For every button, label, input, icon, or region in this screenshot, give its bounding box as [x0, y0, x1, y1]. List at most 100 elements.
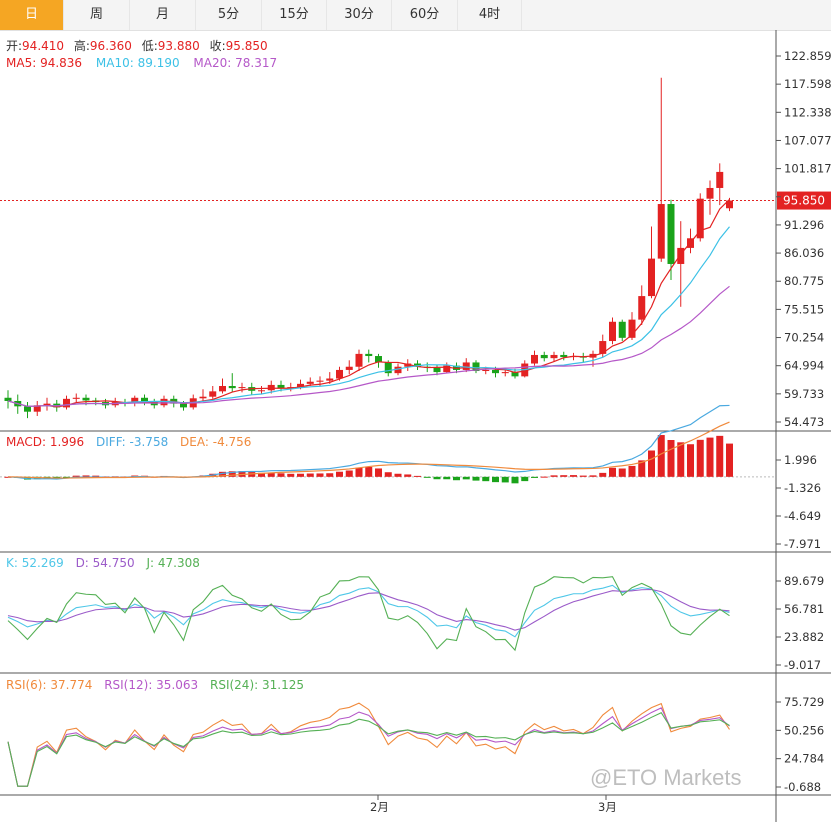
price-axis-label: 101.817 [784, 162, 831, 176]
macd-bar [726, 443, 733, 477]
candle-body [648, 258, 655, 297]
macd-bar [579, 475, 587, 477]
candle-body [316, 380, 324, 382]
macd-bar [394, 473, 402, 477]
macd-bar [365, 466, 373, 477]
candle-body [24, 406, 31, 412]
candle-body [287, 387, 295, 389]
candle-body [443, 365, 451, 373]
candle-body [667, 204, 675, 264]
price-axis-label: 112.338 [784, 105, 831, 119]
candle-body [306, 381, 314, 384]
macd-bar [326, 473, 334, 477]
macd-bar [667, 440, 675, 477]
kdj-axis-label: 23.882 [784, 630, 824, 644]
macd-bar [258, 472, 265, 477]
candle-body [716, 171, 724, 188]
macd-bar [550, 475, 558, 477]
candle-body [394, 366, 402, 374]
macd-bar [492, 476, 499, 483]
candle-body [277, 384, 285, 389]
macd-bar [501, 476, 509, 483]
candle-body [628, 319, 636, 338]
candle-body [540, 354, 548, 359]
macd-bar [570, 475, 577, 477]
candle-body [677, 247, 685, 264]
candle-body [219, 385, 226, 392]
candle-body [384, 362, 392, 374]
rsi-panel [7, 702, 730, 787]
candle-body [4, 397, 12, 401]
rsi-axis-label: 24.784 [784, 752, 824, 766]
macd-bar [472, 476, 480, 481]
ma20-line [7, 285, 730, 407]
price-axis-label: 70.254 [784, 331, 824, 345]
macd-bar [628, 465, 636, 477]
macd-bar [462, 476, 470, 480]
ohlc-legend: 开:94.410 高:96.360 低:93.880 收:95.850 [6, 38, 268, 53]
axis-labels: 122.859 117.598 112.338 107.077 101.817 91.29… [370, 49, 831, 814]
candle-body [511, 372, 519, 377]
j-line [7, 576, 730, 652]
macd-bar [696, 439, 704, 477]
tab-7[interactable]: 4时 [458, 0, 522, 30]
tab-0[interactable]: 日 [0, 0, 64, 30]
tab-5[interactable]: 30分 [327, 0, 392, 30]
candle-body [131, 397, 139, 404]
tab-4[interactable]: 15分 [262, 0, 327, 30]
macd-bar [277, 473, 285, 477]
macd-bar [423, 476, 431, 478]
rsi-axis-label: -0.688 [784, 780, 821, 794]
candle-body [209, 391, 217, 397]
macd-bar [287, 473, 295, 477]
macd-bar [355, 467, 363, 477]
candle-body [560, 354, 568, 358]
ma5-line [7, 199, 730, 408]
macd-bar [433, 476, 441, 480]
macd-bar [82, 475, 90, 477]
candle-body [482, 369, 490, 372]
price-axis-label: 75.515 [784, 302, 824, 316]
candle-body [43, 403, 51, 406]
price-panel: 95.850 [0, 77, 831, 419]
tab-2[interactable]: 月 [130, 0, 196, 30]
ma10-line [7, 226, 730, 407]
price-axis-label: 107.077 [784, 133, 831, 147]
x-axis-label: 3月 [598, 800, 617, 814]
macd-bar [599, 472, 607, 477]
macd-panel [0, 404, 776, 484]
timeframe-tabs: 日周月 5分 15分 30分 60分 4时 [0, 0, 831, 31]
price-axis-label: 122.859 [784, 49, 831, 63]
macd-bar [511, 476, 519, 484]
candle-body [433, 367, 441, 373]
macd-bar [336, 471, 343, 477]
macd-bar [63, 476, 70, 478]
tab-6[interactable]: 60分 [392, 0, 458, 30]
macd-bar [345, 470, 353, 477]
macd-bar [609, 467, 616, 477]
tab-3[interactable]: 5分 [196, 0, 262, 30]
candle-body [696, 198, 704, 239]
candle-body [638, 296, 646, 320]
candle-body [336, 369, 343, 379]
candle-body [228, 385, 236, 389]
macd-axis-label: -7.971 [784, 537, 821, 551]
macd-bar [267, 472, 275, 477]
candle-body [453, 365, 460, 370]
price-axis-label: 117.598 [784, 77, 831, 91]
candle-body [375, 356, 382, 363]
kdj-axis-label: 89.679 [784, 574, 824, 588]
macd-bar [72, 475, 80, 477]
macd-axis-label: -4.649 [784, 509, 821, 523]
macd-bar [531, 476, 538, 478]
ma-legend: MA5: 94.836 MA10: 89.190 MA20: 78.317 [6, 56, 277, 70]
candle-body [345, 366, 353, 370]
tab-1[interactable]: 周 [64, 0, 130, 30]
macd-bar [706, 437, 714, 477]
macd-bar [384, 472, 392, 477]
candle-body [63, 398, 70, 408]
kdj-panel [7, 576, 730, 652]
macd-bar [92, 475, 100, 477]
candle-body [199, 396, 207, 399]
current-price-text: 95.850 [783, 194, 825, 208]
